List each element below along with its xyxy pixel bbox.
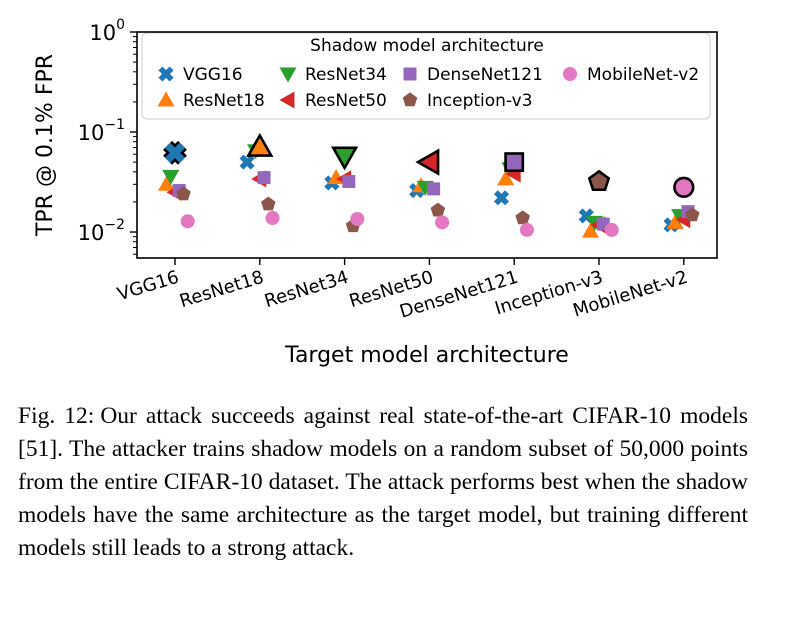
x-tick-label: ResNet18 xyxy=(177,267,266,312)
marker-mobilenet-v2-on-resnet50 xyxy=(435,215,450,230)
marker-resnet34-on-resnet34-matched xyxy=(330,146,359,171)
legend-marker-resnet34 xyxy=(279,67,297,83)
marker-resnet18-on-inception-v3 xyxy=(581,222,600,238)
marker-densenet121-on-resnet34 xyxy=(342,175,356,188)
x-tick-label: VGG16 xyxy=(115,267,182,306)
x-tick-label: ResNet34 xyxy=(262,267,351,312)
marker-mobilenet-v2-on-resnet18 xyxy=(265,211,280,226)
legend-marker-mobilenet-v2 xyxy=(562,66,578,82)
legend-marker-resnet50 xyxy=(279,91,295,109)
legend-label-inception-v3: Inception-v3 xyxy=(427,91,533,111)
marker-vgg16-on-resnet18 xyxy=(239,154,255,170)
marker-resnet18-on-vgg16 xyxy=(157,175,176,191)
legend-label-mobilenet-v2: MobileNet-v2 xyxy=(587,65,699,85)
legend-label-resnet34: ResNet34 xyxy=(305,65,387,85)
y-tick-label: 100 xyxy=(89,17,125,45)
scatter-chart: Shadow model architectureVGG16ResNet18Re… xyxy=(33,17,718,368)
legend-marker-vgg16 xyxy=(158,66,174,82)
y-axis-label: TPR @ 0.1% FPR xyxy=(33,54,58,237)
marker-densenet121-on-resnet50 xyxy=(427,182,441,196)
legend-label-resnet18: ResNet18 xyxy=(183,91,265,111)
legend-title: Shadow model architecture xyxy=(310,36,544,56)
marker-densenet121-on-densenet121-matched xyxy=(504,152,525,173)
marker-mobilenet-v2-on-mobilenet-v2-matched xyxy=(673,176,695,198)
marker-vgg16-on-densenet121 xyxy=(493,190,510,206)
x-axis-label: Target model architecture xyxy=(284,343,569,368)
marker-densenet121-on-resnet18 xyxy=(257,171,271,185)
y-tick-label: 10−1 xyxy=(78,117,125,145)
marker-resnet34-on-vgg16 xyxy=(162,169,180,185)
marker-inception-v3-on-vgg16 xyxy=(176,186,191,201)
legend-marker-resnet18 xyxy=(157,91,175,107)
y-tick-label: 10−2 xyxy=(78,217,125,245)
marker-mobilenet-v2-on-resnet34 xyxy=(350,211,365,227)
y-axis: 100 10−1 10−2 xyxy=(78,17,137,255)
marker-mobilenet-v2-on-vgg16 xyxy=(180,214,195,229)
marker-vgg16-on-vgg16-matched xyxy=(163,140,187,165)
legend: Shadow model architecture VGG16 ResNet18 Re… xyxy=(141,32,711,120)
highlighted-markers xyxy=(163,132,695,198)
caption-label: Fig. 12: xyxy=(18,403,95,429)
marker-mobilenet-v2-on-inception-v3 xyxy=(604,222,619,237)
marker-inception-v3-on-inception-v3-matched xyxy=(587,169,611,192)
marker-mobilenet-v2-on-densenet121 xyxy=(519,222,534,237)
legend-label-densenet121: DenseNet121 xyxy=(427,65,543,85)
marker-inception-v3-on-mobilenet-v2 xyxy=(685,207,700,222)
legend-label-vgg16: VGG16 xyxy=(183,65,243,85)
marker-resnet50-on-resnet50-matched xyxy=(415,148,440,176)
marker-resnet18-on-densenet121 xyxy=(497,170,515,186)
marker-resnet18-on-mobilenet-v2 xyxy=(666,213,684,229)
caption-text: Our attack succeeds against real state-o… xyxy=(18,403,748,561)
marker-inception-v3-on-resnet18 xyxy=(261,196,276,211)
figure-caption: Fig. 12: Our attack succeeds against real… xyxy=(18,400,748,565)
legend-marker-inception-v3 xyxy=(402,92,418,107)
marker-inception-v3-on-resnet50 xyxy=(430,202,446,217)
legend-marker-densenet121 xyxy=(403,67,417,81)
marker-inception-v3-on-densenet121 xyxy=(515,210,530,225)
plot-frame xyxy=(136,31,718,259)
data-markers xyxy=(157,144,700,238)
x-axis: VGG16ResNet18ResNet34ResNet50DenseNet121… xyxy=(115,258,690,323)
marker-resnet18-on-resnet18-matched xyxy=(246,132,274,157)
legend-label-resnet50: ResNet50 xyxy=(305,91,387,111)
